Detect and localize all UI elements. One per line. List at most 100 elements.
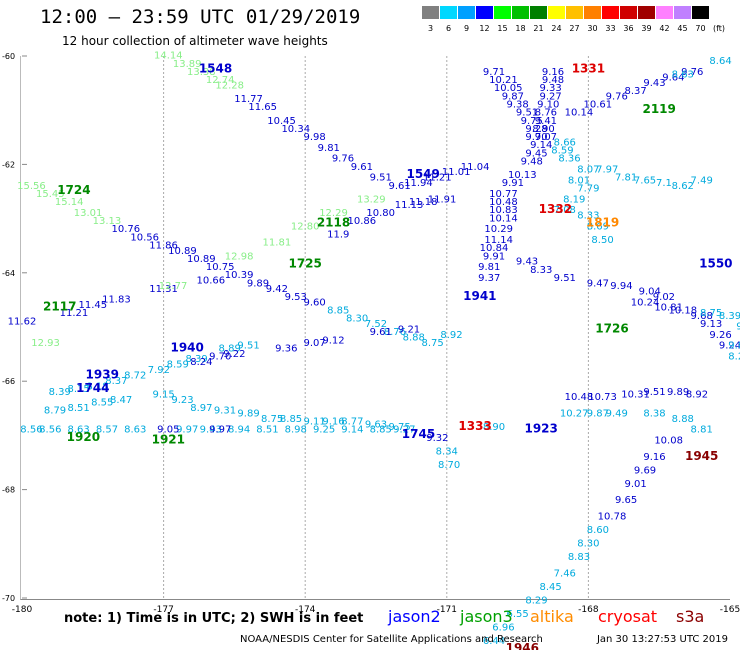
swh-value: 12.93 (31, 338, 60, 349)
swh-value: 8.66 (554, 137, 576, 148)
swh-value: 9.61 (351, 162, 373, 173)
satellite-name: jason3 (460, 607, 513, 626)
swh-value: 9.25 (313, 425, 335, 436)
pass-time-label: 1550 (699, 256, 732, 270)
legend-swatch (620, 6, 637, 19)
swh-value: 9.89 (247, 278, 269, 289)
pass-time-label: 2118 (317, 216, 350, 230)
swh-value: 10.27 (560, 408, 589, 419)
pass-time-label: 1745 (402, 427, 435, 441)
swh-value: 10.84 (480, 243, 509, 254)
swh-value: 11.01 (442, 167, 471, 178)
swh-value: 11.45 (78, 300, 107, 311)
legend-label: 27 (569, 24, 580, 33)
swh-value: 9.70 (209, 352, 231, 363)
swh-value: 9.98 (304, 132, 326, 143)
swh-value: 9.91 (502, 178, 524, 189)
swh-value: 8.64 (709, 56, 731, 67)
swh-value: 9.70 (525, 132, 547, 143)
lat-tick-label: -68 (2, 486, 15, 495)
swh-value: 9.97 (209, 425, 231, 436)
legend-swatch (566, 6, 583, 19)
pass-time-label: 1940 (170, 340, 203, 354)
legend-label: 33 (605, 24, 616, 33)
swh-value: 9.16 (322, 417, 344, 428)
swh-value: 10.81 (654, 303, 683, 314)
legend-swatch (584, 6, 601, 19)
swh-value: 9.41 (535, 116, 557, 127)
swh-value: 6.44 (483, 636, 505, 647)
swh-value: 8.59 (167, 360, 189, 371)
swh-value: 11.21 (423, 173, 452, 184)
swh-value: 8.85 (370, 425, 392, 436)
swh-value: 9.48 (542, 75, 564, 86)
satellite-name: altika (530, 607, 574, 626)
swh-value: 9.94 (610, 281, 632, 292)
swh-value: 11.13 (395, 200, 424, 211)
lat-tick-label: -60 (2, 52, 15, 61)
swh-value: 15.56 (17, 181, 46, 192)
swh-value: 8.47 (110, 395, 132, 406)
lat-tick-label: -62 (2, 160, 15, 169)
swh-value: 8.94 (228, 425, 250, 436)
swh-value: 7.52 (365, 319, 387, 330)
swh-value: 11.91 (428, 194, 457, 205)
swh-value: 8.56 (20, 425, 42, 436)
swh-value: 8.88 (672, 414, 694, 425)
swh-value: 9.27 (393, 425, 415, 436)
swh-value: 11.04 (461, 162, 490, 173)
swh-value: 9.76 (332, 154, 354, 165)
swh-value: 13.89 (173, 59, 202, 70)
lon-tick-label: -165 (720, 605, 740, 615)
swh-value: 8.07 (577, 165, 599, 176)
swh-value: 8.75 (422, 338, 444, 349)
swh-value: 8.39 (186, 354, 208, 365)
legend-swatch (530, 6, 547, 19)
swh-value: 9.64 (662, 72, 684, 83)
swh-value: 7.81 (615, 173, 637, 184)
swh-value: 8.33 (530, 265, 552, 276)
swh-value: 10.39 (225, 270, 254, 281)
swh-value: 7.49 (691, 175, 713, 186)
swh-value: 10.77 (489, 189, 518, 200)
swh-value: 8.85 (327, 305, 349, 316)
lon-tick-label: -168 (578, 605, 599, 615)
swh-value: 8.76 (384, 327, 406, 338)
swh-value: 11.14 (484, 235, 513, 246)
swh-value: 9.87 (728, 341, 740, 352)
swh-value: 7.65 (634, 175, 656, 186)
satellite-name: s3a (676, 607, 705, 626)
footer-credit: NOAA/NESDIS Center for Satellite Applica… (240, 634, 543, 645)
legend-label: 3 (427, 24, 434, 33)
swh-value: 10.73 (588, 392, 617, 403)
swh-value: 8.92 (440, 330, 462, 341)
swh-value: 11.21 (60, 308, 89, 319)
swh-value: 11.81 (263, 238, 292, 249)
swh-value: 8.30 (577, 539, 599, 550)
swh-value: 9.42 (266, 284, 288, 295)
swh-value: 8.85 (280, 414, 302, 425)
legend-label: 21 (533, 24, 544, 33)
swh-value: 12.28 (215, 81, 244, 92)
swh-value: 10.05 (494, 83, 523, 94)
legend-swatch (692, 6, 709, 19)
swh-value: 9.61 (388, 181, 410, 192)
swh-value: 8.38 (643, 408, 665, 419)
swh-value: 9.01 (624, 479, 646, 490)
pass-time-label: 1920 (67, 430, 100, 444)
legend-swatch (638, 6, 655, 19)
pass-time-label: 1945 (685, 449, 718, 463)
swh-value: 8.97 (190, 403, 212, 414)
pass-time-label: 1819 (586, 216, 619, 230)
swh-value: 10.56 (130, 232, 159, 243)
pass-time-label: 1725 (288, 256, 321, 270)
swh-value: 9.76 (606, 91, 628, 102)
swh-value: 9.38 (506, 99, 528, 110)
pass-time-label: 1923 (524, 422, 557, 436)
swh-value: 8.90 (532, 124, 554, 135)
swh-value: 12.77 (159, 281, 188, 292)
swh-value: 9.51 (370, 173, 392, 184)
legend-label: 9 (463, 24, 470, 33)
swh-value: 8.56 (39, 425, 61, 436)
